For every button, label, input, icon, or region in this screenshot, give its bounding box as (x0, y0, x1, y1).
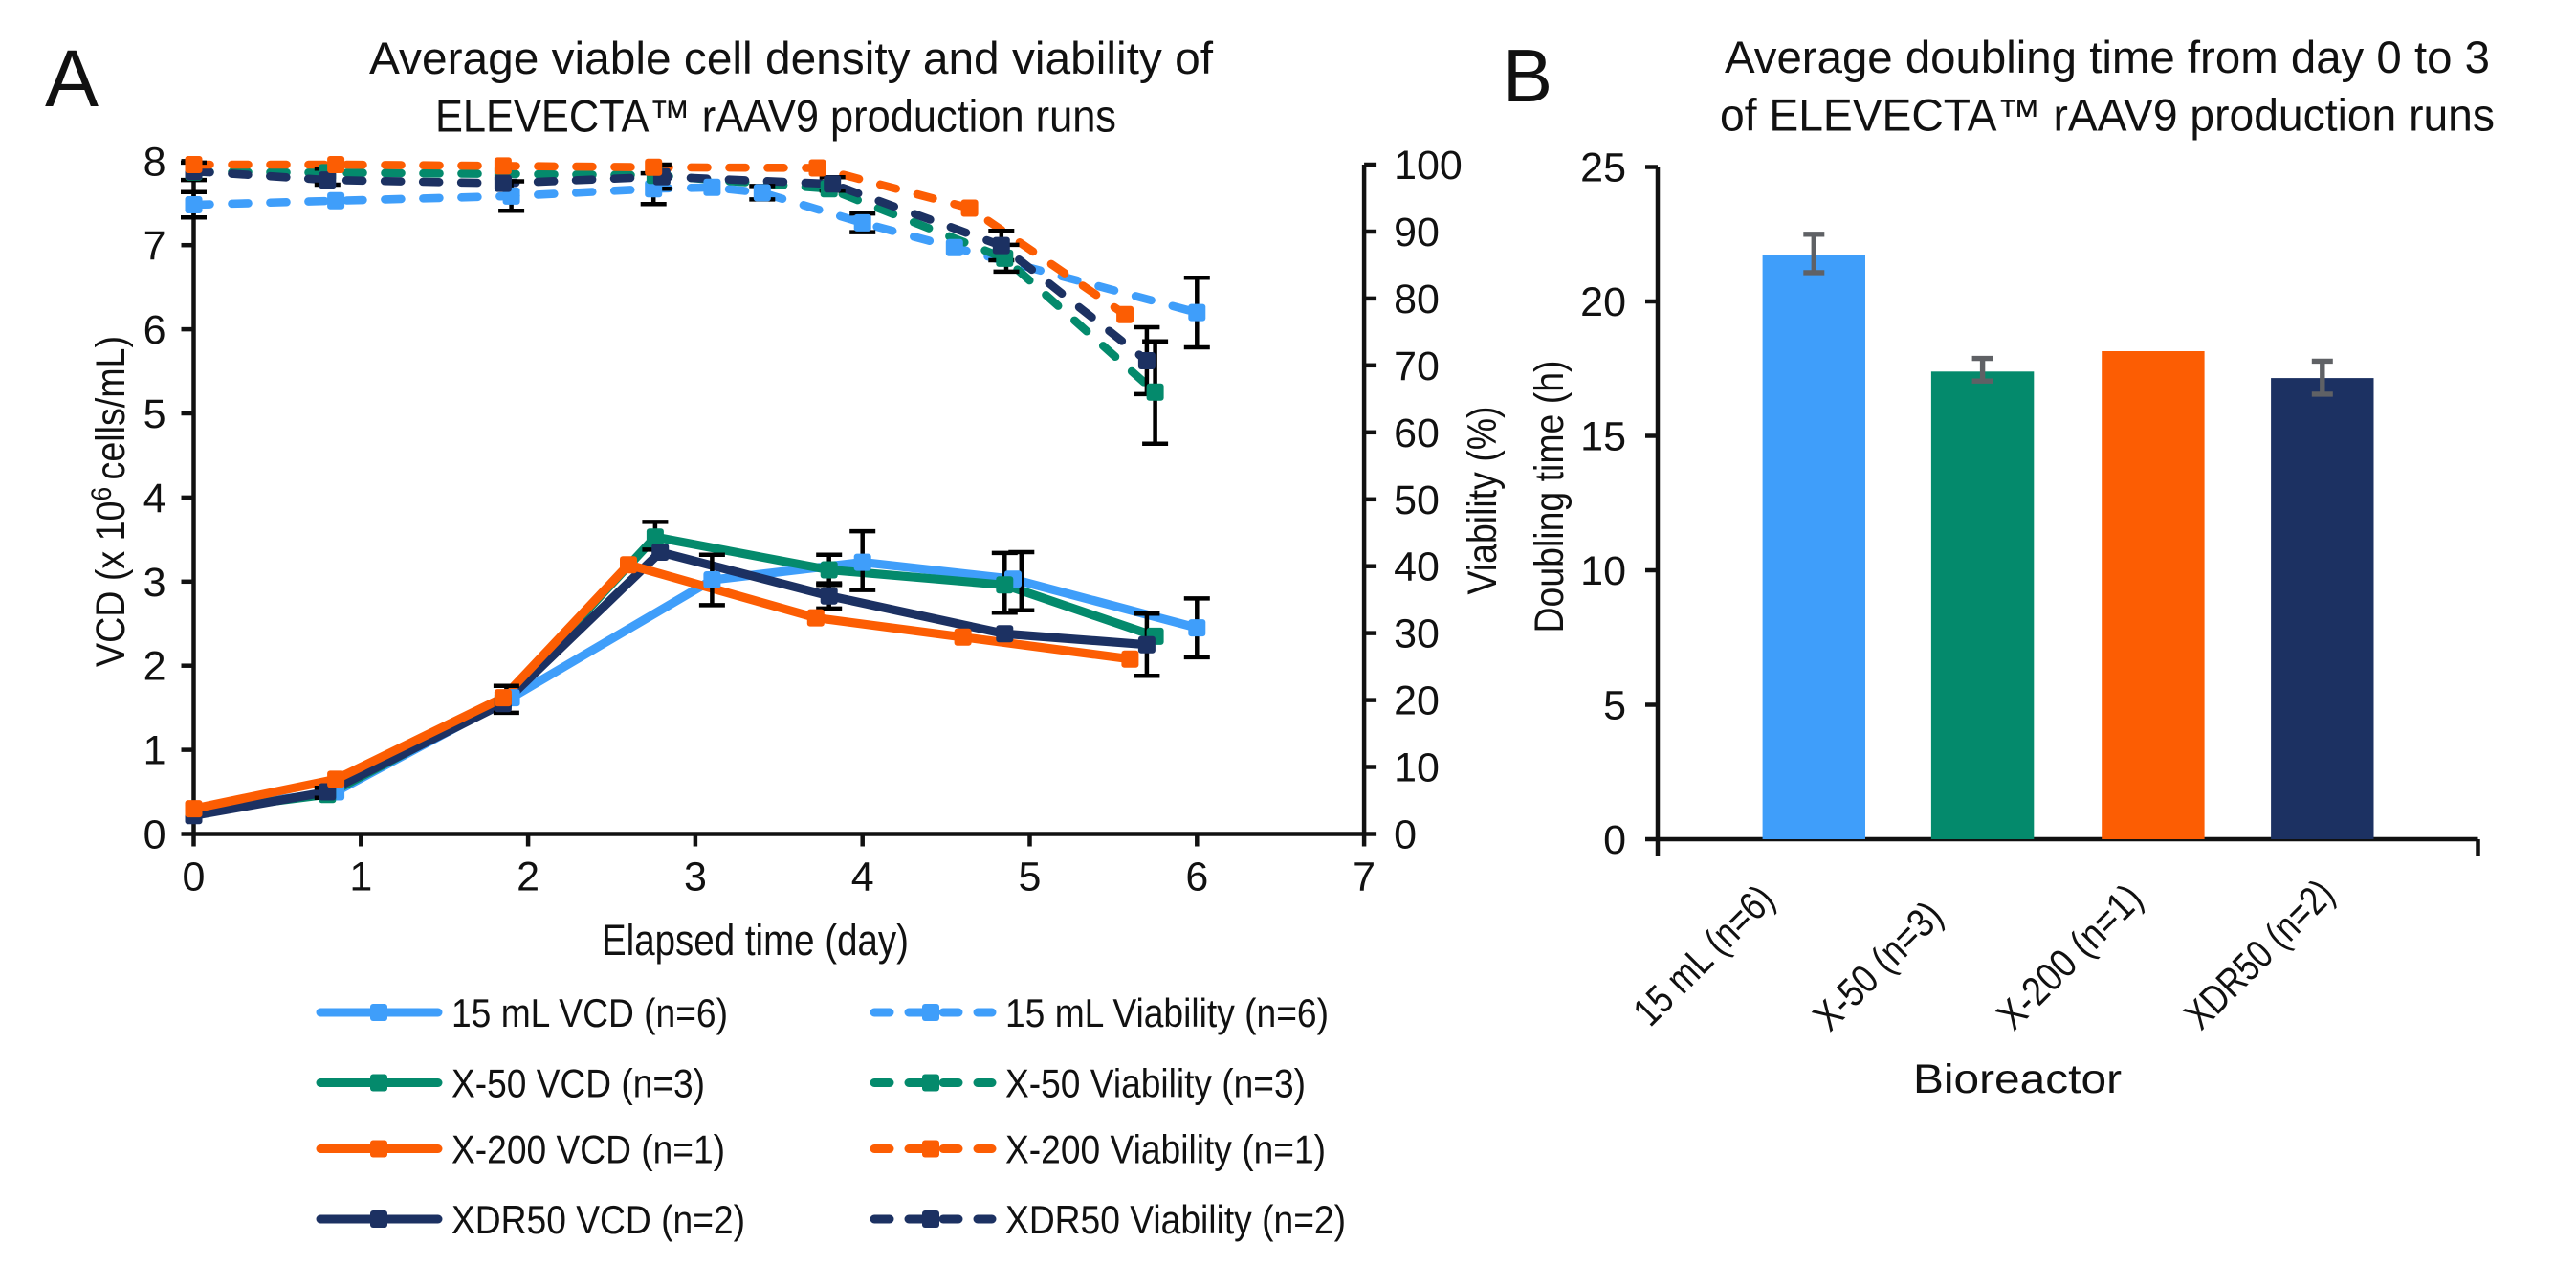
svg-text:70: 70 (1394, 344, 1440, 389)
svg-text:90: 90 (1394, 210, 1440, 255)
svg-text:25: 25 (1580, 145, 1626, 191)
svg-text:50: 50 (1394, 477, 1440, 523)
svg-text:VCD (x 106 cells/mL): VCD (x 106 cells/mL) (86, 336, 134, 667)
svg-text:6: 6 (143, 307, 166, 353)
svg-text:ELEVECTA™ rAAV9 production run: ELEVECTA™ rAAV9 production runs (435, 91, 1116, 142)
svg-text:Average viable cell density an: Average viable cell density and viabilit… (369, 33, 1214, 83)
svg-text:Elapsed time (day): Elapsed time (day) (602, 916, 909, 965)
svg-text:15 mL VCD (n=6): 15 mL VCD (n=6) (451, 990, 728, 1035)
svg-text:XDR50 VCD (n=2): XDR50 VCD (n=2) (451, 1197, 745, 1242)
svg-text:Bioreactor: Bioreactor (1913, 1056, 2122, 1102)
svg-text:2: 2 (517, 855, 539, 900)
svg-text:0: 0 (143, 812, 166, 858)
svg-text:X-200 VCD (n=1): X-200 VCD (n=1) (451, 1127, 725, 1172)
svg-text:1: 1 (349, 855, 372, 900)
svg-text:5: 5 (143, 391, 166, 437)
svg-text:100: 100 (1394, 143, 1463, 189)
svg-text:XDR50 Viability (n=2): XDR50 Viability (n=2) (1005, 1197, 1346, 1242)
svg-text:5: 5 (1019, 855, 1042, 900)
svg-text:2: 2 (143, 644, 166, 690)
svg-text:6: 6 (1185, 855, 1208, 900)
svg-text:of ELEVECTA™ rAAV9 production: of ELEVECTA™ rAAV9 production runs (1720, 90, 2495, 141)
svg-text:Average doubling time from day: Average doubling time from day 0 to 3 (1725, 32, 2490, 82)
svg-text:15 mL Viability (n=6): 15 mL Viability (n=6) (1005, 990, 1329, 1035)
svg-text:20: 20 (1580, 279, 1626, 325)
svg-text:Doubling time (h): Doubling time (h) (1527, 361, 1573, 633)
svg-text:B: B (1503, 33, 1552, 118)
svg-text:10: 10 (1580, 548, 1626, 594)
svg-text:X-200 Viability (n=1): X-200 Viability (n=1) (1005, 1127, 1326, 1172)
svg-text:8: 8 (143, 139, 166, 185)
svg-text:5: 5 (1603, 683, 1626, 729)
svg-text:0: 0 (183, 855, 206, 900)
svg-text:3: 3 (143, 560, 166, 606)
svg-text:15: 15 (1580, 414, 1626, 460)
svg-text:X-50 VCD (n=3): X-50 VCD (n=3) (451, 1061, 705, 1106)
svg-text:3: 3 (684, 855, 707, 900)
svg-text:X-50 Viability (n=3): X-50 Viability (n=3) (1005, 1061, 1306, 1106)
svg-text:20: 20 (1394, 678, 1440, 724)
svg-text:Viability (%): Viability (%) (1460, 407, 1506, 595)
svg-text:40: 40 (1394, 544, 1440, 590)
svg-text:4: 4 (143, 476, 166, 522)
svg-text:1: 1 (143, 728, 166, 774)
svg-text:10: 10 (1394, 745, 1440, 791)
svg-text:80: 80 (1394, 277, 1440, 322)
svg-text:7: 7 (143, 223, 166, 269)
svg-text:4: 4 (851, 855, 874, 900)
svg-text:7: 7 (1353, 855, 1376, 900)
svg-text:0: 0 (1394, 812, 1417, 858)
svg-text:30: 30 (1394, 611, 1440, 657)
svg-text:A: A (45, 33, 99, 123)
svg-text:0: 0 (1603, 817, 1626, 863)
svg-text:60: 60 (1394, 411, 1440, 456)
